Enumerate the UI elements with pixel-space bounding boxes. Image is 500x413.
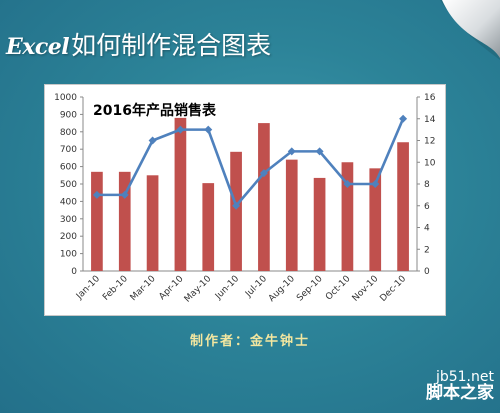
- bar: [258, 123, 270, 271]
- line-point: [120, 190, 129, 199]
- right-tick-label: 0: [424, 267, 430, 277]
- line-point: [287, 147, 296, 156]
- x-tick-label: Jan-10: [74, 274, 102, 302]
- right-tick-label: 14: [424, 115, 436, 125]
- right-tick-label: 12: [424, 137, 435, 147]
- left-tick-label: 1000: [54, 93, 77, 103]
- bar: [91, 171, 103, 271]
- line-point: [148, 136, 157, 145]
- left-tick-label: 600: [60, 163, 77, 173]
- x-tick-label: Nov-10: [351, 274, 381, 304]
- left-tick-label: 700: [60, 145, 77, 155]
- left-tick-label: 900: [60, 110, 77, 120]
- right-tick-label: 6: [424, 202, 430, 212]
- bar: [146, 175, 159, 271]
- line-point: [371, 180, 380, 188]
- title-excel: Excel: [6, 34, 70, 60]
- right-tick-label: 2: [424, 245, 430, 255]
- line-point: [92, 190, 101, 199]
- x-tick-label: Oct-10: [324, 274, 353, 303]
- left-tick-label: 500: [60, 180, 77, 190]
- left-tick-label: 300: [60, 215, 77, 225]
- watermark-url: jb51.net: [435, 369, 494, 385]
- bar: [369, 168, 382, 271]
- right-tick-label: 4: [424, 224, 430, 234]
- chart-title: 2016年产品销售表: [93, 102, 217, 119]
- author-credit: 制作者：金牛钟士: [189, 334, 310, 349]
- watermark: jb51.net 脚本之家: [426, 370, 494, 403]
- x-tick-label: Sep-10: [295, 274, 325, 304]
- right-tick-label: 16: [424, 93, 436, 103]
- x-tick-label: Jul-10: [243, 274, 269, 300]
- bar: [118, 171, 131, 271]
- line-point: [399, 114, 408, 123]
- line-point: [176, 125, 185, 134]
- left-tick-label: 0: [71, 267, 77, 277]
- bar: [285, 159, 298, 271]
- x-tick-label: Dec-10: [378, 274, 408, 304]
- line-point: [343, 180, 352, 188]
- chart-area: 0 100 200 300 400 500 600 700 800 900 1000 0 2 4 6 8 10 1…: [44, 84, 446, 316]
- page-curl-icon: [440, 0, 500, 60]
- line-point: [315, 147, 324, 156]
- left-tick-label: 200: [60, 232, 77, 242]
- bar: [341, 162, 354, 271]
- left-tick-label: 800: [60, 128, 77, 138]
- line-series: [96, 118, 405, 208]
- bar: [230, 151, 242, 271]
- bar: [202, 183, 215, 271]
- x-tick-label: Jun-10: [213, 274, 241, 302]
- line-point: [259, 169, 268, 178]
- page-title: Excel如何制作混合图表: [6, 26, 271, 62]
- x-tick-label: Feb-10: [101, 274, 130, 303]
- left-tick-label: 400: [60, 197, 77, 207]
- watermark-site: 脚本之家: [426, 382, 494, 403]
- right-tick-label: 8: [424, 180, 430, 190]
- x-tick-label: Apr-10: [157, 274, 185, 302]
- bar: [174, 117, 187, 271]
- right-tick-label: 10: [424, 158, 436, 168]
- line-point: [232, 201, 241, 210]
- title-chinese: 如何制作混合图表: [71, 31, 272, 60]
- bar: [313, 177, 326, 271]
- line-point: [204, 125, 213, 134]
- left-tick-label: 100: [60, 250, 77, 260]
- mixed-chart: 0 100 200 300 400 500 600 700 800 900 1000 0 2 4 6 8 10 1…: [54, 93, 436, 305]
- x-tick-label: Aug-10: [267, 274, 297, 304]
- x-tick-label: May-10: [183, 274, 214, 305]
- x-tick-label: Mar-10: [129, 274, 158, 303]
- bar: [397, 142, 409, 271]
